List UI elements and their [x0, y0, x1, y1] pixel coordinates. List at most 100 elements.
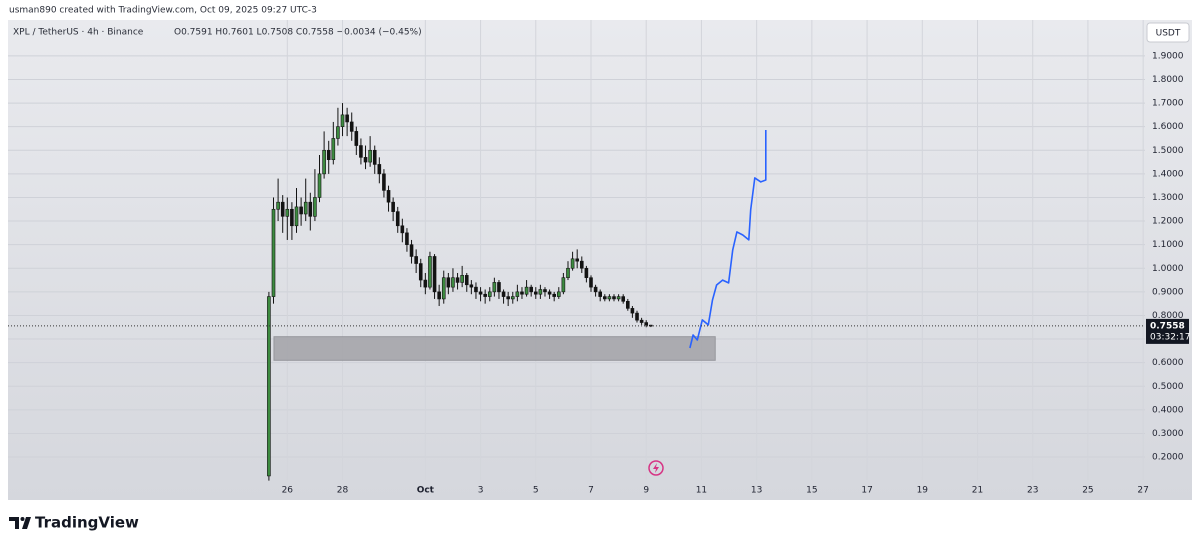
candle-body — [524, 286, 529, 295]
y-tick-label: 0.8000 — [1152, 311, 1184, 321]
y-tick-label: 0.2000 — [1152, 453, 1184, 463]
ohlc-legend: O0.7591 H0.7601 L0.7508 C0.7558 −0.0034 … — [174, 28, 422, 38]
candle-body — [409, 244, 414, 257]
candle-body — [280, 201, 285, 217]
candle-body — [391, 201, 395, 212]
candle-body — [492, 282, 497, 293]
candle-body — [428, 256, 432, 288]
y-tick-label: 1.4000 — [1152, 169, 1184, 179]
candle-body — [639, 319, 644, 323]
x-tick-label: 19 — [917, 486, 929, 496]
last-price-box — [1146, 318, 1189, 344]
candle-body — [400, 225, 405, 234]
y-tick-label: 1.5000 — [1152, 146, 1184, 156]
candle-body — [566, 267, 570, 278]
x-tick-label: 17 — [861, 486, 872, 496]
candle-body — [368, 149, 372, 163]
y-tick-label: 0.3000 — [1152, 429, 1184, 439]
candle-body — [464, 275, 469, 286]
x-tick-label: 21 — [972, 486, 983, 496]
x-tick-label: 26 — [282, 486, 294, 496]
candle-body — [483, 293, 487, 297]
candle-body — [354, 131, 359, 146]
candle-body — [552, 293, 556, 297]
candle-body — [405, 232, 409, 245]
x-tick-label: 11 — [696, 486, 707, 496]
x-tick-label: 9 — [643, 486, 649, 496]
candle-body — [626, 300, 630, 309]
candle-body — [345, 114, 349, 123]
candle-body — [326, 149, 331, 161]
candle-body — [276, 201, 280, 210]
candle-body — [308, 201, 313, 217]
candle-body — [497, 282, 501, 293]
last-price-label: 0.7558 — [1150, 321, 1185, 331]
candle-body — [515, 291, 520, 297]
candle-body — [336, 126, 340, 139]
x-tick-label: 28 — [337, 486, 349, 496]
candle-body — [630, 308, 635, 314]
candle-body — [372, 149, 377, 165]
candle-body — [322, 149, 326, 175]
candle-body — [363, 157, 368, 163]
x-tick-label: 27 — [1137, 486, 1148, 496]
credit: usman890 created with TradingView.com, O… — [9, 6, 317, 16]
candle-body — [446, 277, 451, 288]
candle-body — [267, 296, 271, 477]
candle-body — [547, 291, 552, 295]
candle-body — [414, 256, 418, 264]
candle-body — [543, 289, 547, 293]
y-tick-label: 1.8000 — [1152, 75, 1184, 85]
candle-body — [556, 291, 561, 297]
y-tick-label: 0.5000 — [1152, 382, 1184, 392]
candle-body — [382, 173, 386, 191]
y-tick-label: 1.6000 — [1152, 122, 1184, 132]
candle-body — [441, 277, 446, 300]
candle-body — [455, 277, 460, 283]
candle-body — [313, 197, 317, 217]
candle-body — [533, 291, 538, 295]
candle-body — [271, 208, 276, 297]
candle-body — [432, 256, 437, 293]
x-tick-label: 15 — [806, 486, 817, 496]
candle-body — [584, 267, 589, 278]
y-tick-label: 0.4000 — [1152, 405, 1184, 415]
candle-body — [616, 296, 621, 300]
y-tick-label: 0.9000 — [1152, 287, 1184, 297]
candle-body — [460, 275, 464, 283]
candle-body — [598, 291, 602, 297]
candle-body — [290, 208, 294, 227]
candle-body — [418, 263, 423, 281]
candle-body — [635, 312, 639, 321]
candle-body — [377, 164, 382, 175]
candle-body — [510, 296, 515, 300]
projection-line — [689, 130, 767, 349]
brand-name: TradingView — [35, 514, 139, 532]
currency-button[interactable] — [1146, 22, 1190, 43]
candle-body — [386, 190, 391, 203]
candle-body — [529, 286, 533, 293]
candle-body — [478, 291, 483, 295]
candle-body — [285, 208, 290, 217]
candle-body — [317, 173, 322, 198]
candle-body — [294, 206, 299, 227]
candle-body — [469, 284, 474, 288]
alert-icon[interactable] — [648, 460, 664, 476]
y-tick-label: 1.9000 — [1152, 51, 1184, 61]
x-tick-label: Oct — [417, 486, 435, 496]
candle-body — [575, 258, 579, 262]
candle-body — [520, 291, 524, 295]
candle-body — [506, 296, 510, 300]
candle-body — [602, 296, 607, 300]
candle-body — [451, 277, 455, 288]
candle-body — [349, 121, 354, 132]
candle-body — [593, 286, 598, 293]
candle-body — [621, 296, 626, 302]
countdown-label: 03:32:17 — [1150, 332, 1190, 342]
x-tick-label: 7 — [588, 486, 594, 496]
candle-body — [423, 279, 428, 288]
candle-body — [487, 291, 492, 297]
x-tick-label: 23 — [1027, 486, 1038, 496]
x-tick-label: 25 — [1082, 486, 1093, 496]
